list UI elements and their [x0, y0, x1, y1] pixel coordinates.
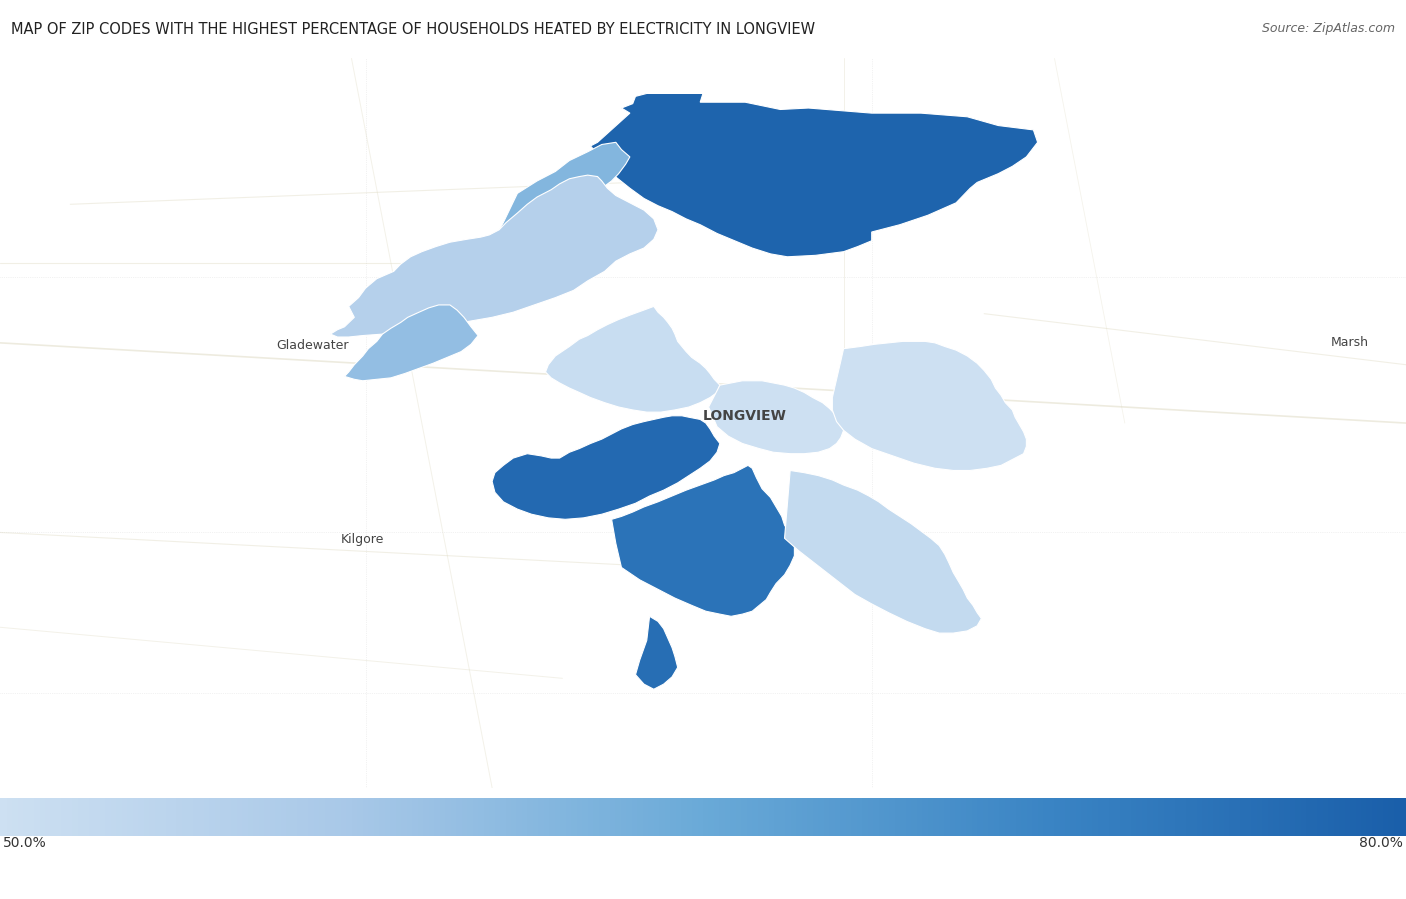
Polygon shape [546, 307, 720, 412]
Polygon shape [489, 142, 630, 259]
Polygon shape [330, 175, 658, 337]
Text: Marsh: Marsh [1330, 336, 1369, 350]
Polygon shape [636, 617, 678, 690]
Polygon shape [785, 470, 981, 633]
Polygon shape [492, 415, 720, 520]
Polygon shape [612, 466, 794, 617]
Polygon shape [344, 305, 478, 381]
Text: Gladewater: Gladewater [276, 339, 349, 352]
Text: 80.0%: 80.0% [1360, 835, 1403, 850]
Polygon shape [591, 93, 1038, 257]
Text: Kilgore: Kilgore [342, 533, 384, 547]
Text: 50.0%: 50.0% [3, 835, 46, 850]
Polygon shape [832, 342, 1026, 470]
Text: LONGVIEW: LONGVIEW [703, 409, 787, 423]
Text: Source: ZipAtlas.com: Source: ZipAtlas.com [1261, 22, 1395, 35]
Polygon shape [709, 381, 844, 454]
Text: MAP OF ZIP CODES WITH THE HIGHEST PERCENTAGE OF HOUSEHOLDS HEATED BY ELECTRICITY: MAP OF ZIP CODES WITH THE HIGHEST PERCEN… [11, 22, 815, 38]
